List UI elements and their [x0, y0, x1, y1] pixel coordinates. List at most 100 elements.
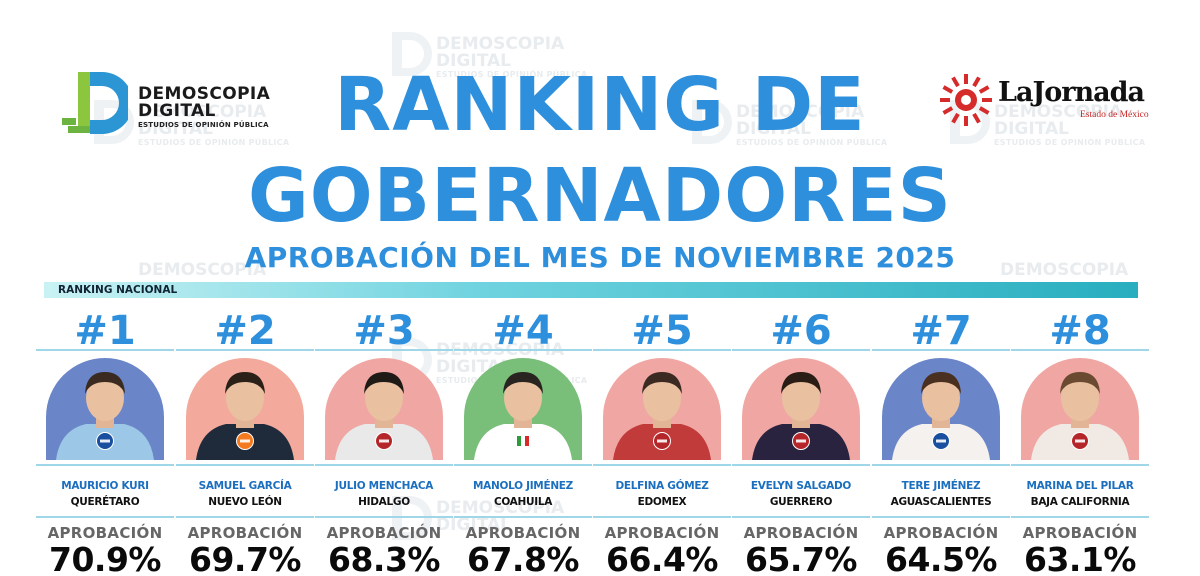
- demoscopia-d-icon: [62, 72, 128, 134]
- governor-photo: [186, 358, 304, 460]
- governor-card: #5 DELFINA GÓMEZ EDOMEX APROBACIÓN 66.4%: [593, 302, 731, 576]
- rank-number: #8: [1049, 308, 1111, 354]
- morena-logo-icon: [792, 432, 810, 450]
- divider: [176, 464, 314, 466]
- governor-state: AGUASCALIENTES: [890, 496, 992, 508]
- approval-value: 66.4%: [606, 540, 719, 576]
- approval-label: APROBACIÓN: [604, 524, 720, 542]
- approval-label: APROBACIÓN: [1022, 524, 1138, 542]
- demoscopia-tagline: ESTUDIOS DE OPINIÓN PÚBLICA: [138, 121, 269, 129]
- approval-value: 64.5%: [885, 540, 998, 576]
- approval-value: 70.9%: [49, 540, 162, 576]
- governor-card: #4 MANOLO JIMÉNEZ COAHUILA APROBACIÓN 67.8%: [454, 302, 592, 576]
- governor-photo: [46, 358, 164, 460]
- divider: [315, 349, 453, 351]
- divider: [872, 349, 1010, 351]
- divider: [176, 516, 314, 518]
- governor-photo: [1021, 358, 1139, 460]
- approval-value: 63.1%: [1024, 540, 1137, 576]
- approval-label: APROBACIÓN: [883, 524, 999, 542]
- approval-value: 67.8%: [467, 540, 580, 576]
- page-subtitle: APROBACIÓN DEL MES DE NOVIEMBRE 2025: [244, 241, 956, 274]
- governor-name: MARINA DEL PILAR: [1026, 480, 1134, 492]
- divider: [872, 516, 1010, 518]
- divider: [454, 464, 592, 466]
- governor-card: #8 MARINA DEL PILAR BAJA CALIFORNIA APROBAC…: [1011, 302, 1149, 576]
- rank-number: #3: [353, 308, 415, 354]
- governor-photo: [325, 358, 443, 460]
- governor-name: SAMUEL GARCÍA: [198, 480, 292, 492]
- approval-label: APROBACIÓN: [743, 524, 859, 542]
- rank-number: #4: [492, 308, 554, 354]
- governor-state: HIDALGO: [358, 496, 410, 508]
- divider: [36, 464, 174, 466]
- governor-name: MAURICIO KURI: [61, 480, 149, 492]
- governor-state: BAJA CALIFORNIA: [1030, 496, 1130, 508]
- rank-number: #5: [631, 308, 693, 354]
- divider: [593, 464, 731, 466]
- page-title-line2: GOBERNADORES: [248, 153, 952, 239]
- approval-label: APROBACIÓN: [465, 524, 581, 542]
- la-jornada-logo: LaJornada Estado de México: [938, 72, 1168, 132]
- governor-name: EVELYN SALGADO: [750, 480, 852, 492]
- morena-logo-icon: [653, 432, 671, 450]
- divider: [1011, 349, 1149, 351]
- divider: [732, 516, 870, 518]
- governor-photo: [882, 358, 1000, 460]
- morena-logo-icon: [375, 432, 393, 450]
- approval-label: APROBACIÓN: [47, 524, 163, 542]
- divider: [36, 349, 174, 351]
- divider: [872, 464, 1010, 466]
- divider: [1011, 464, 1149, 466]
- divider: [1011, 516, 1149, 518]
- ranking-nacional-bar: RANKING NACIONAL: [44, 282, 1138, 298]
- approval-label: APROBACIÓN: [326, 524, 442, 542]
- pri-logo-icon: [514, 432, 532, 450]
- approval-label: APROBACIÓN: [187, 524, 303, 542]
- morena-logo-icon: [1071, 432, 1089, 450]
- pan-logo-icon: [96, 432, 114, 450]
- governor-state: NUEVO LEÓN: [208, 496, 282, 508]
- governor-photo: [742, 358, 860, 460]
- pan-logo-icon: [932, 432, 950, 450]
- demoscopia-name: DEMOSCOPIA DIGITAL: [138, 84, 271, 121]
- rank-number: #7: [910, 308, 972, 354]
- governor-name: DELFINA GÓMEZ: [615, 480, 709, 492]
- governor-card: #6 EVELYN SALGADO GUERRERO APROBACIÓN 65.7%: [732, 302, 870, 576]
- governor-name: MANOLO JIMÉNEZ: [473, 480, 573, 492]
- ranking-nacional-label: RANKING NACIONAL: [58, 284, 178, 296]
- mc-logo-icon: [236, 432, 254, 450]
- divider: [36, 516, 174, 518]
- governor-card: #2 SAMUEL GARCÍA NUEVO LEÓN APROBACIÓN 69.7%: [176, 302, 314, 576]
- divider: [454, 349, 592, 351]
- governor-photo: [464, 358, 582, 460]
- governor-card: #3 JULIO MENCHACA HIDALGO APROBACIÓN 68.3%: [315, 302, 453, 576]
- rank-number: #2: [214, 308, 276, 354]
- governor-state: EDOMEX: [637, 496, 687, 508]
- divider: [454, 516, 592, 518]
- la-jornada-region: Estado de México: [1080, 110, 1149, 120]
- governor-state: QUERÉTARO: [70, 496, 140, 508]
- governor-state: COAHUILA: [493, 496, 553, 508]
- governor-photo: [603, 358, 721, 460]
- governor-name: JULIO MENCHACA: [334, 480, 434, 492]
- page-title-line1: RANKING DE: [334, 62, 866, 148]
- sun-emblem-icon: [940, 74, 992, 126]
- la-jornada-brand: LaJornada: [998, 77, 1145, 108]
- divider: [593, 349, 731, 351]
- divider: [732, 349, 870, 351]
- governor-state: GUERRERO: [769, 496, 833, 508]
- divider: [176, 349, 314, 351]
- divider: [732, 464, 870, 466]
- approval-value: 69.7%: [189, 540, 302, 576]
- divider: [315, 516, 453, 518]
- rank-number: #6: [770, 308, 832, 354]
- rank-number: #1: [74, 308, 136, 354]
- governor-card: #1 MAURICIO KURI QUERÉTARO APROBACIÓN 70.9%: [36, 302, 174, 576]
- divider: [593, 516, 731, 518]
- demoscopia-logo: DEMOSCOPIA DIGITAL ESTUDIOS DE OPINIÓN PÚ…: [48, 70, 298, 140]
- approval-value: 68.3%: [328, 540, 441, 576]
- governor-card: #7 TERE JIMÉNEZ AGUASCALIENTES APROBACIÓN 64…: [872, 302, 1010, 576]
- approval-value: 65.7%: [745, 540, 858, 576]
- divider: [315, 464, 453, 466]
